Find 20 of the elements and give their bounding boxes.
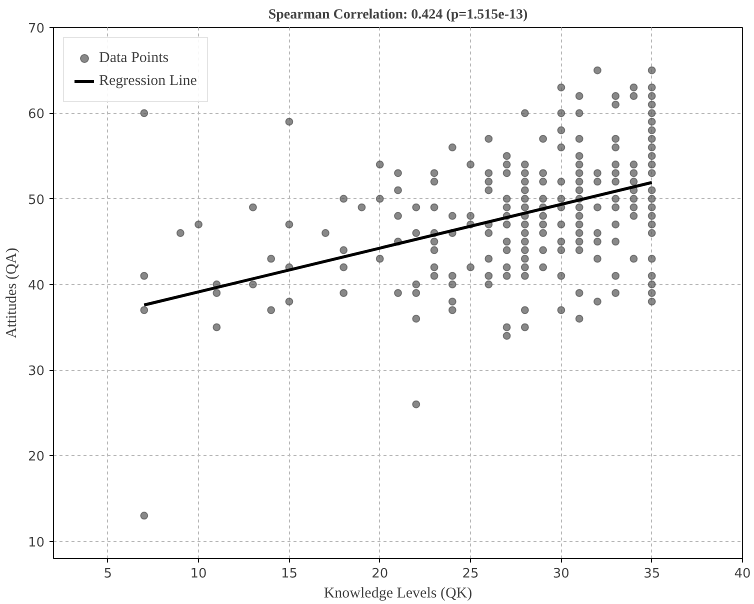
x-tick-label: 20 — [372, 566, 388, 582]
x-tick-label: 25 — [462, 566, 479, 582]
y-tick-label: 40 — [28, 278, 45, 294]
y-axis-title: Attitudes (QA) — [4, 248, 20, 338]
legend-label: Regression Line — [99, 72, 197, 90]
chart-title: Spearman Correlation: 0.424 (p=1.515e-13) — [268, 8, 528, 22]
x-tick-label: 30 — [552, 566, 570, 582]
x-tick-label: 35 — [644, 566, 660, 582]
x-tick-label: 10 — [190, 566, 207, 582]
legend-label: Data Points — [99, 50, 169, 66]
x-tick-label: 40 — [734, 566, 751, 582]
x-tick-label: 15 — [280, 566, 298, 582]
x-axis-title: Knowledge Levels (QK) — [324, 586, 472, 602]
y-tick-label: 50 — [28, 192, 45, 208]
x-tick-label: 5 — [104, 566, 112, 582]
y-tick-label: 30 — [28, 364, 45, 380]
y-tick-label: 70 — [28, 22, 45, 36]
y-tick-label: 10 — [28, 535, 45, 550]
y-tick-label: 60 — [28, 107, 45, 122]
y-tick-label: 20 — [28, 450, 45, 465]
